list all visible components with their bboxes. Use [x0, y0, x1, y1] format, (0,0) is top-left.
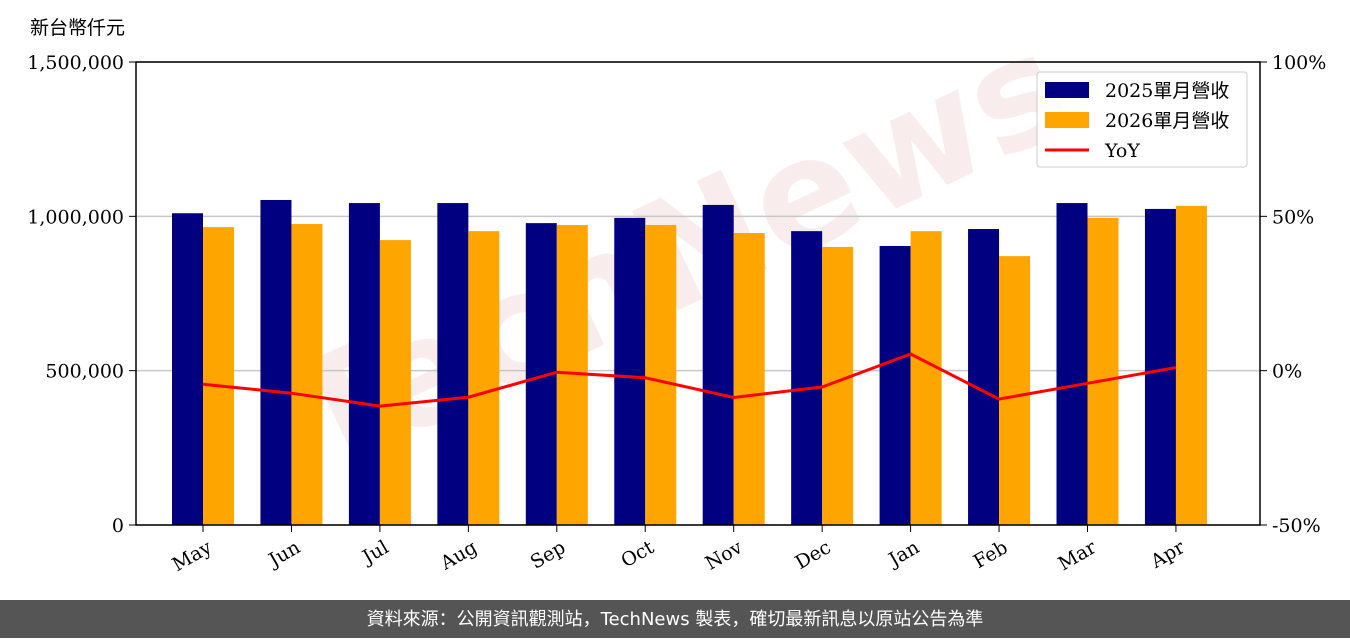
bar: [437, 203, 469, 525]
bar: [379, 240, 411, 526]
x-tick-label: Jul: [357, 536, 392, 569]
y-tick-label: 1,000,000: [27, 206, 124, 228]
legend-label: YoY: [1104, 140, 1140, 162]
y-tick-label: 500,000: [45, 361, 124, 383]
bar: [614, 217, 646, 526]
y2-tick-label: -50%: [1272, 515, 1321, 537]
legend-box: [1036, 71, 1248, 168]
bar: [733, 233, 765, 525]
y-axis-label: 新台幣仟元: [30, 17, 125, 39]
x-tick-label: Nov: [702, 536, 747, 575]
bar: [468, 231, 500, 525]
bar: [879, 245, 911, 525]
bar: [1087, 217, 1119, 526]
bar: [910, 231, 942, 525]
x-tick-label: Oct: [617, 536, 658, 572]
x-tick-label: Jan: [883, 536, 923, 572]
x-tick-label: Sep: [527, 536, 570, 573]
x-tick-label: May: [169, 536, 216, 576]
bar: [702, 204, 734, 526]
x-tick-label: Jun: [263, 536, 304, 572]
x-tick-label: Feb: [970, 536, 1012, 573]
y2-tick-label: 100%: [1272, 52, 1326, 74]
legend-swatch: [1045, 112, 1089, 128]
bar: [172, 213, 203, 525]
bar: [348, 203, 380, 525]
yoy-line: [202, 352, 1177, 408]
x-tick-label: Dec: [791, 536, 834, 574]
bar: [291, 224, 323, 526]
y-tick-label: 0: [112, 515, 124, 537]
bar: [645, 224, 677, 525]
y2-tick-label: 50%: [1272, 206, 1314, 228]
x-tick-label: Mar: [1054, 536, 1100, 575]
legend-label: 2026單月營收: [1105, 110, 1229, 132]
legend-label: 2025單月營收: [1105, 80, 1229, 102]
bar: [1175, 205, 1207, 525]
bar: [260, 199, 292, 525]
x-tick-label: Apr: [1146, 536, 1189, 573]
footer-text: 資料來源：公開資訊觀測站，TechNews 製表，確切最新訊息以原站公告為準: [367, 609, 984, 630]
legend-swatch: [1045, 82, 1089, 98]
footer-bg: [0, 600, 1350, 638]
bar: [999, 256, 1031, 525]
legend: 2025單月營收 2026單月營收 YoY: [1036, 71, 1248, 168]
footer: 資料來源：公開資訊觀測站，TechNews 製表，確切最新訊息以原站公告為準: [0, 600, 1350, 638]
bar: [791, 231, 823, 525]
bar: [1056, 203, 1088, 525]
bar: [1144, 208, 1176, 525]
plot-frame: [135, 61, 1261, 526]
y-tick-label: 1,500,000: [27, 52, 124, 74]
bar: [203, 227, 234, 526]
x-tick-label: Aug: [436, 536, 481, 575]
y2-tick-label: 0%: [1272, 361, 1302, 383]
bar: [968, 228, 1000, 526]
